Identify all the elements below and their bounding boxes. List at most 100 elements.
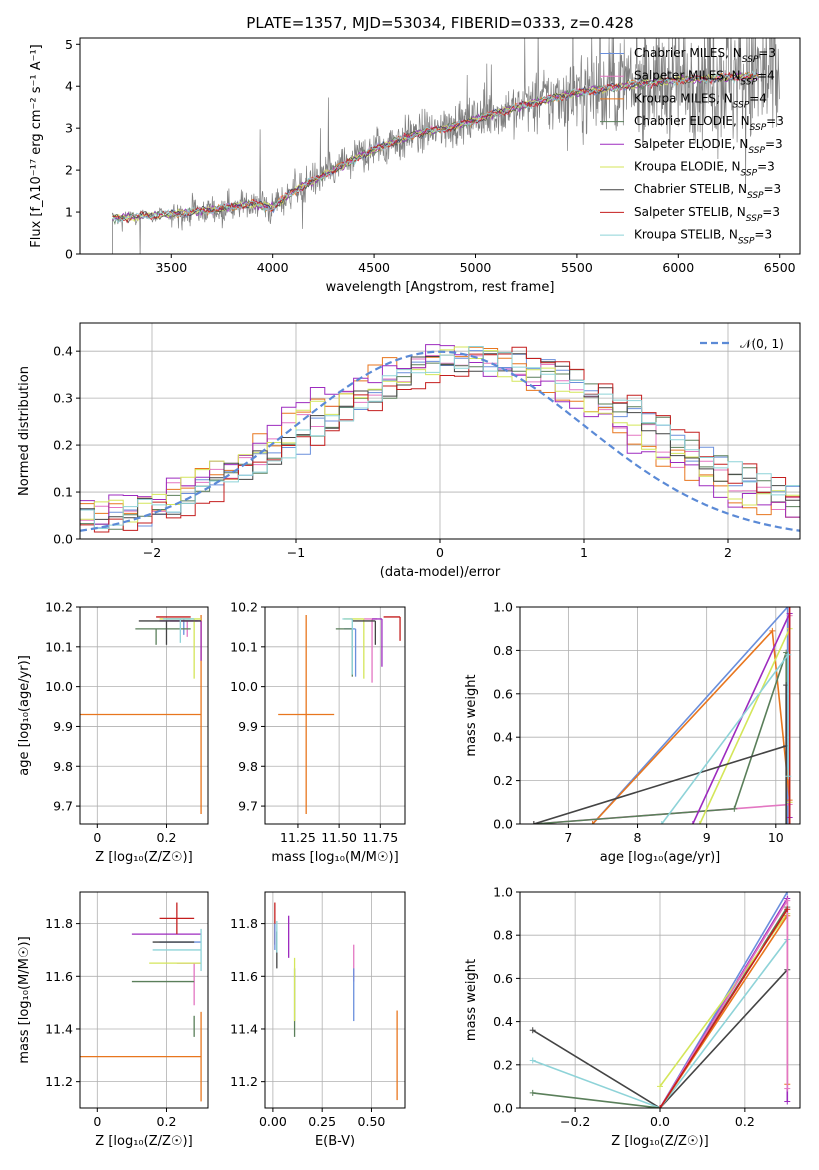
y-tick-label: 2 (65, 163, 73, 178)
y-tick-label: 0.0 (493, 1101, 513, 1116)
legend-entry-label: Chabrier ELODIE, NSSP=3 (634, 114, 784, 133)
y-tick-label: 0.2 (493, 773, 513, 788)
legend-entry-label: Kroupa STELIB, NSSP=3 (634, 228, 772, 247)
spectrum-plot-area (112, 38, 780, 254)
age-vs-z-frame (79, 606, 209, 825)
data-point-errorbar (80, 1011, 202, 1102)
mass-weight-marker (689, 821, 696, 824)
mass-weight-marker (530, 821, 537, 824)
mass-weight-marker (783, 821, 790, 824)
legend-entry-label: Kroupa ELODIE, NSSP=3 (634, 160, 775, 179)
mass-weight-marker (784, 897, 791, 904)
y-tick-label: 0.6 (493, 686, 513, 701)
y-tick-label: 3 (65, 121, 73, 136)
age-vs-mass-frame (264, 606, 406, 825)
y-tick-label: 0.0 (53, 532, 73, 547)
mass-weight-marker (769, 627, 776, 634)
data-spectrum-line (112, 38, 780, 254)
x-tick-label: 0.0 (650, 1114, 670, 1129)
mass-weight-line (532, 939, 788, 1108)
mass-weight-marker (784, 1085, 791, 1092)
x-tick-label: 8 (634, 830, 642, 845)
data-point-errorbar (176, 962, 202, 1006)
x-tick-label: 0.00 (259, 1114, 287, 1129)
y-tick-label: 9.7 (53, 799, 73, 814)
y-tick-label: 11.4 (230, 1021, 258, 1036)
mass-weight-vs-z-plot-area (529, 892, 791, 1108)
y-tick-label: 11.2 (230, 1074, 258, 1089)
x-tick-label: 6500 (764, 260, 796, 275)
y-axis-label: age [log₁₀(age/yr)] (17, 655, 32, 776)
y-tick-label: 1.0 (493, 600, 513, 615)
x-tick-label: 0.2 (735, 1114, 755, 1129)
y-tick-label: 9.9 (238, 719, 258, 734)
y-tick-label: 0.8 (493, 643, 513, 658)
legend-entry-label: 𝒩(0, 1) (740, 337, 784, 351)
y-tick-label: 10.1 (45, 639, 73, 654)
mass-weight-line (592, 629, 791, 824)
mass-weight-vs-age-axes: 7 8 9 10 0.0 0.2 0.4 0.6 0.8 1.0 age [log₁₀(age/yr… (464, 600, 800, 865)
y-tick-label: 0.3 (53, 391, 73, 406)
mass-vs-ebv-gridlines (265, 892, 405, 1108)
data-point-errorbar (342, 618, 353, 675)
x-axis-label: (data-model)/error (380, 565, 501, 580)
y-tick-label: 10.2 (45, 600, 73, 615)
y-tick-label: 0.0 (493, 817, 513, 832)
legend-entry-label: Chabrier STELIB, NSSP=3 (634, 182, 781, 201)
legend-entry-label: Salpeter ELODIE, NSSP=3 (634, 137, 783, 156)
x-tick-label: 0.25 (308, 1114, 336, 1129)
x-axis-label: age [log₁₀(age/yr)] (600, 850, 721, 865)
mass-weight-marker (529, 1089, 536, 1096)
x-tick-label: 5000 (460, 260, 492, 275)
y-tick-label: 0.1 (53, 485, 73, 500)
x-tick-label: −2 (143, 545, 161, 560)
y-tick-label: 0.6 (493, 971, 513, 986)
y-tick-label: 10.2 (230, 600, 258, 615)
mass-weight-line (533, 685, 788, 824)
mass-weight-marker (785, 773, 792, 780)
mass-weight-vs-z-gridlines (520, 891, 800, 1109)
y-tick-label: 9.8 (238, 759, 258, 774)
mass-weight-marker (657, 1083, 663, 1090)
y-axis-label: Flux [f_λ10⁻¹⁷ erg cm⁻² s⁻¹ A⁻¹] (29, 44, 44, 248)
y-axis-label: Normed distribution (17, 366, 32, 496)
data-point-errorbar (135, 628, 191, 645)
y-tick-label: 10.0 (45, 679, 73, 694)
y-tick-label: 11.2 (45, 1074, 73, 1089)
x-tick-label: −1 (287, 545, 305, 560)
model-spectrum-line (112, 70, 759, 224)
y-tick-label: 0.4 (53, 344, 73, 359)
legend-entry-label: Chabrier MILES, NSSP=3 (634, 46, 776, 65)
normal-distribution-curve (80, 350, 800, 532)
x-tick-label: 0 (436, 545, 444, 560)
y-tick-label: 9.9 (53, 719, 73, 734)
age-vs-z-axes: 0 0.2 9.7 9.8 9.9 10.0 10.1 10.2 Z [log₁₀(Z/Z☉)]… (17, 600, 208, 865)
x-tick-label: 6000 (662, 260, 694, 275)
mass-weight-marker (657, 1105, 663, 1108)
mass-weight-marker (731, 805, 738, 812)
mass-weight-vs-z-axes: −0.2 0.0 0.2 0.0 0.2 0.4 0.6 0.8 1.0 Z [log₁₀(Z/Z… (464, 885, 800, 1149)
data-point-errorbar (163, 618, 195, 643)
residuals-plot-area (80, 344, 800, 535)
x-tick-label: 0.2 (157, 830, 177, 845)
y-tick-label: 0.4 (493, 730, 513, 745)
spectrum-axes: 3500 4000 4500 5000 5500 6000 6500 0 1 2 3 4 5 wavele… (29, 37, 796, 295)
x-tick-label: 0 (93, 830, 101, 845)
x-tick-label: 2 (724, 545, 732, 560)
mass-vs-ebv-plot-area (274, 902, 398, 1101)
y-tick-label: 11.8 (45, 916, 73, 931)
legend-entry-label: Salpeter STELIB, NSSP=3 (634, 205, 780, 224)
age-vs-mass-gridlines (265, 606, 405, 824)
data-point-errorbar (344, 618, 365, 679)
data-point-errorbar (344, 628, 357, 677)
residuals-legend: 𝒩(0, 1) (700, 337, 784, 351)
x-tick-label: 4500 (358, 260, 390, 275)
x-axis-label: wavelength [Angstrom, rest frame] (326, 280, 555, 295)
mass-weight-marker (784, 607, 791, 610)
data-point-errorbar (335, 628, 353, 677)
model-spectrum-line (112, 71, 759, 224)
y-tick-label: 0.8 (493, 928, 513, 943)
mass-weight-marker (696, 821, 703, 824)
x-tick-label: 0.50 (358, 1114, 386, 1129)
